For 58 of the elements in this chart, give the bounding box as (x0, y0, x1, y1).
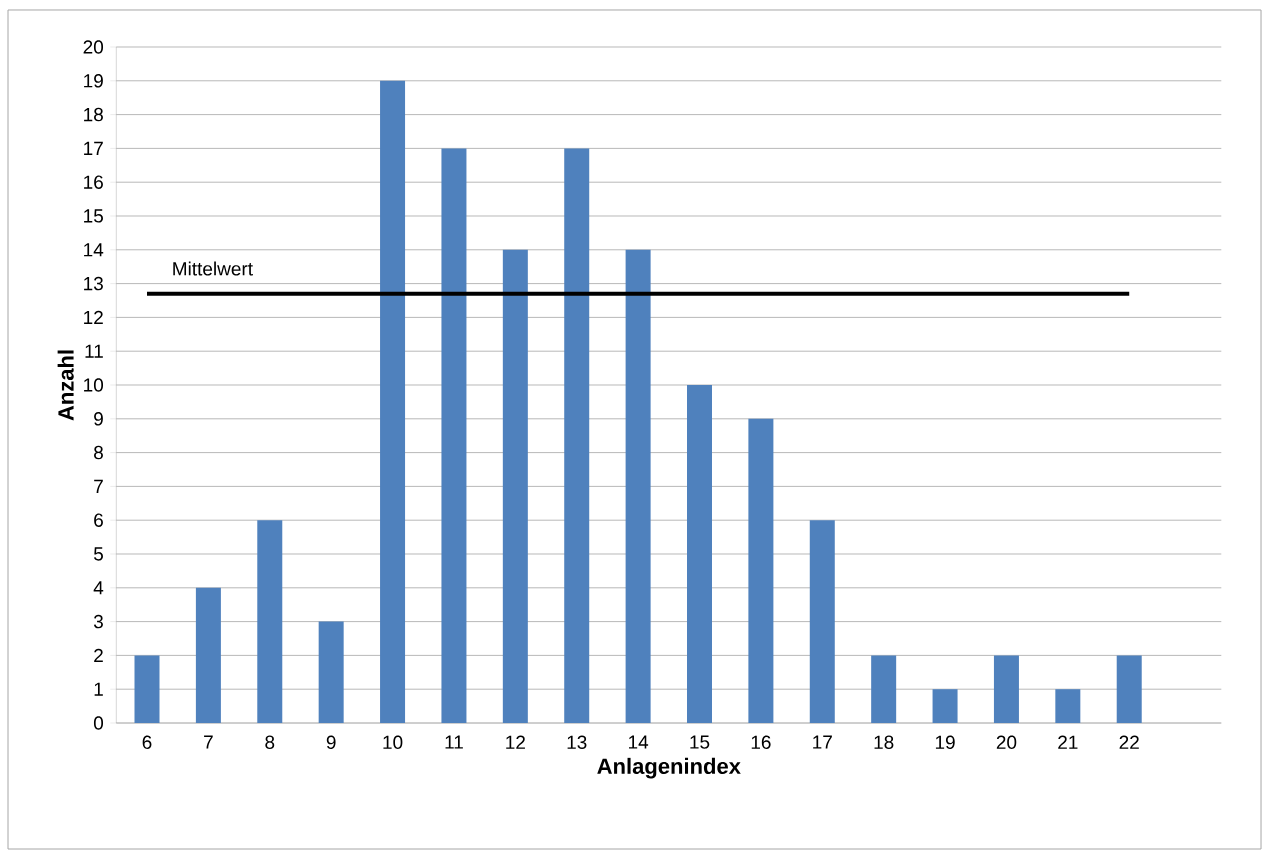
y-tick-label: 8 (94, 445, 103, 460)
x-tick-label: 10 (383, 735, 403, 749)
bar (564, 148, 590, 723)
x-tick-label: 11 (445, 735, 463, 749)
x-tick-label: 15 (690, 735, 710, 749)
y-tick-label: 16 (84, 175, 103, 189)
x-tick-label: 19 (935, 735, 955, 749)
bar (318, 621, 344, 723)
x-tick-label: 12 (506, 735, 525, 749)
ref-line-label: Mittelwert (173, 261, 253, 276)
bar (932, 689, 958, 723)
bar (257, 520, 283, 723)
x-tick-label: 8 (265, 735, 275, 749)
bar (809, 520, 835, 723)
x-tick-label: 22 (1119, 735, 1139, 749)
y-tick-label: 15 (84, 209, 103, 223)
bar (993, 655, 1019, 723)
y-tick-label: 5 (93, 547, 103, 561)
x-tick-label: 13 (567, 735, 587, 749)
bar (1116, 655, 1142, 723)
y-tick-label: 9 (94, 412, 103, 426)
y-tick-label: 18 (84, 107, 103, 122)
bar (1055, 689, 1081, 723)
bar (380, 80, 406, 723)
bar (871, 655, 897, 723)
bar (195, 587, 221, 723)
x-tick-label: 18 (874, 735, 894, 749)
x-tick-label: 6 (142, 735, 152, 749)
bar (134, 655, 160, 723)
x-tick-label: 14 (629, 735, 649, 749)
y-tick-label: 1 (94, 682, 103, 696)
y-tick-label: 17 (84, 141, 103, 155)
x-tick-label: 9 (326, 735, 336, 749)
y-tick-label: 0 (93, 716, 104, 730)
y-tick-label: 14 (84, 243, 104, 257)
y-tick-label: 11 (85, 344, 103, 358)
x-tick-label: 17 (813, 735, 832, 749)
y-tick-label: 3 (93, 614, 103, 629)
bar (441, 148, 467, 723)
y-tick-label: 20 (83, 40, 104, 54)
y-tick-label: 4 (93, 581, 104, 595)
x-tick-label: 20 (996, 735, 1017, 749)
y-axis-title: Anzahl (57, 350, 74, 421)
bar (748, 418, 774, 723)
bar (625, 249, 651, 723)
y-tick-label: 12 (84, 310, 103, 325)
x-axis-title: Anlagenindex (597, 757, 741, 779)
y-tick-label: 7 (94, 479, 103, 493)
x-tick-label: 7 (204, 735, 213, 749)
bar (502, 249, 528, 723)
x-tick-label: 21 (1058, 735, 1078, 749)
y-tick-label: 6 (94, 513, 103, 527)
y-tick-label: 10 (84, 378, 104, 392)
y-tick-label: 13 (84, 276, 103, 291)
x-tick-label: 16 (751, 735, 771, 749)
y-tick-label: 19 (84, 74, 103, 88)
bar (687, 385, 712, 723)
y-tick-label: 2 (94, 648, 103, 663)
